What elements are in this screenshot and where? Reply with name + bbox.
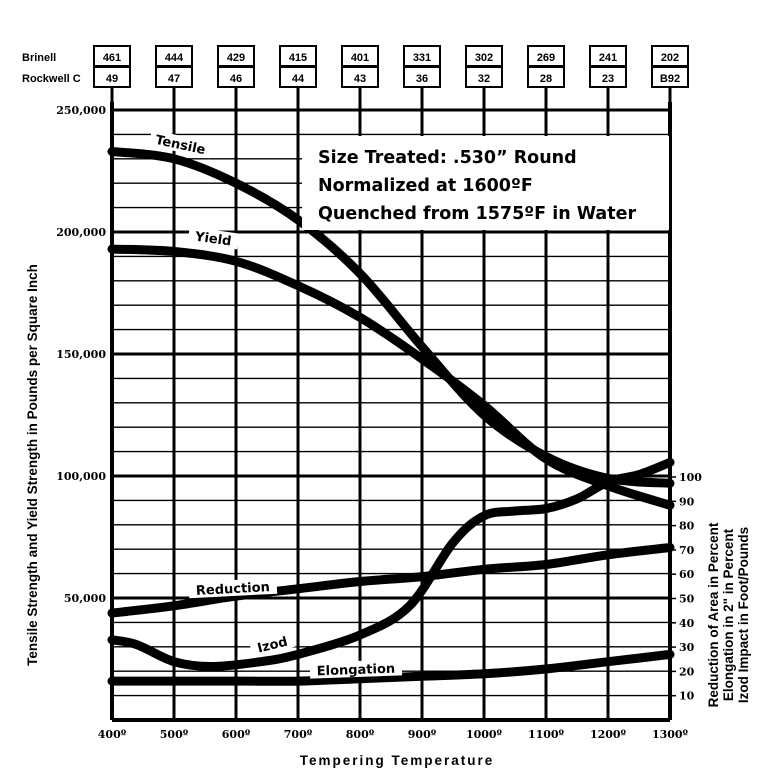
rockwell-box xyxy=(527,66,565,88)
curve-elongation xyxy=(107,649,675,686)
y-right-tick-label: 70 xyxy=(679,544,695,557)
rockwell-label: Rockwell C xyxy=(22,73,81,85)
x-axis-title: Tempering Temperature xyxy=(300,753,495,768)
y-right-axis-title: Izod Impact in Foot/Pounds xyxy=(736,527,751,703)
curve-label-text: Elongation xyxy=(316,662,395,680)
y-left-tick-label: 250,000 xyxy=(56,104,106,117)
curve-label-elongation: Elongation xyxy=(309,659,403,680)
y-left-tick-label: 200,000 xyxy=(56,226,106,239)
curve-reduction xyxy=(107,543,675,618)
rockwell-value: 36 xyxy=(416,73,428,85)
curve-label-background xyxy=(309,659,403,679)
rockwell-box xyxy=(465,66,503,88)
y-right-tick-label: 20 xyxy=(679,665,695,678)
y-right-tick-label: 60 xyxy=(679,568,695,581)
rockwell-value: 44 xyxy=(292,73,305,85)
y-right-tick-label: 50 xyxy=(679,593,695,606)
y-right-tick-label: 100 xyxy=(679,471,702,484)
rockwell-value: 28 xyxy=(540,73,552,85)
brinell-label: Brinell xyxy=(22,52,56,64)
x-tick-label: 600º xyxy=(222,728,251,741)
rockwell-value: 23 xyxy=(602,73,614,85)
rockwell-box xyxy=(279,66,317,88)
brinell-value: 401 xyxy=(351,52,369,64)
annotation-line: Size Treated: .530” Round xyxy=(318,148,577,168)
rockwell-box xyxy=(403,66,441,88)
rockwell-value: 43 xyxy=(354,73,366,85)
rockwell-value: 47 xyxy=(168,73,180,85)
y-right-tick-label: 10 xyxy=(679,690,695,703)
x-tick-label: 800º xyxy=(346,728,375,741)
rockwell-box xyxy=(341,66,379,88)
rockwell-box xyxy=(217,66,255,88)
curve-label-text: Reduction xyxy=(196,580,271,599)
brinell-value: 444 xyxy=(165,52,184,64)
rockwell-box xyxy=(93,66,131,88)
curve-label-background xyxy=(188,577,278,599)
curves xyxy=(107,146,675,686)
y-right-tick-label: 80 xyxy=(679,520,695,533)
y-right-axis-title: Reduction of Area in Percent xyxy=(706,522,721,707)
curve-label-text: Izod xyxy=(256,635,289,657)
y-right-axis-title: Elongation in 2" in Percent xyxy=(721,528,736,701)
rockwell-box xyxy=(589,66,627,88)
x-tick-label: 1300º xyxy=(652,728,689,741)
annotation-line: Quenched from 1575ºF in Water xyxy=(318,204,636,224)
brinell-value: 269 xyxy=(537,52,555,64)
brinell-value: 331 xyxy=(413,52,431,64)
annotation-background xyxy=(302,136,669,230)
annotation-line: Normalized at 1600ºF xyxy=(318,176,533,196)
brinell-value: 241 xyxy=(599,52,617,64)
rockwell-value: 49 xyxy=(106,73,118,85)
rockwell-value: 32 xyxy=(478,73,490,85)
rockwell-box xyxy=(651,66,689,88)
y-left-tick-label: 150,000 xyxy=(56,348,106,361)
hardness-table: Brinell Rockwell C 461 49 444 47 429 46 415 44 401… xyxy=(22,45,689,110)
x-tick-label: 1200º xyxy=(590,728,627,741)
annotation-box: Size Treated: .530” Round Normalized at 1… xyxy=(302,136,669,230)
brinell-value: 415 xyxy=(289,52,307,64)
curve-yield xyxy=(107,244,675,510)
x-tick-label: 900º xyxy=(408,728,437,741)
brinell-value: 429 xyxy=(227,52,245,64)
rockwell-box xyxy=(155,66,193,88)
y-left-axis-title: Tensile Strength and Yield Strength in P… xyxy=(25,264,40,666)
curve-label-background xyxy=(248,631,296,658)
brinell-value: 302 xyxy=(475,52,493,64)
curve-izod xyxy=(107,457,675,671)
x-tick-label: 400º xyxy=(98,728,127,741)
curve-label-yield: Yield xyxy=(187,226,240,250)
curve-label-background xyxy=(148,129,213,159)
curve-label-izod: Izod xyxy=(248,631,296,658)
x-tick-label: 1100º xyxy=(528,728,565,741)
y-left-tick-label: 50,000 xyxy=(64,592,106,605)
y-left-tick-label: 100,000 xyxy=(56,470,106,483)
curve-label-text: Yield xyxy=(193,229,232,249)
rockwell-value: B92 xyxy=(660,73,680,85)
rockwell-value: 46 xyxy=(230,73,242,85)
brinell-value: 202 xyxy=(661,52,679,64)
x-tick-label: 700º xyxy=(284,728,313,741)
curve-label-reduction: Reduction xyxy=(188,577,278,599)
axes-text: 50,000 100,000 150,000 200,000 250,000 10 20 30… xyxy=(25,104,751,768)
curve-label-background xyxy=(187,226,240,250)
y-right-tick-label: 40 xyxy=(679,617,695,630)
y-right-tick-label: 90 xyxy=(679,495,695,508)
y-right-tick-label: 30 xyxy=(679,641,695,654)
x-tick-label: 500º xyxy=(160,728,189,741)
x-tick-label: 1000º xyxy=(466,728,503,741)
brinell-value: 461 xyxy=(103,52,121,64)
